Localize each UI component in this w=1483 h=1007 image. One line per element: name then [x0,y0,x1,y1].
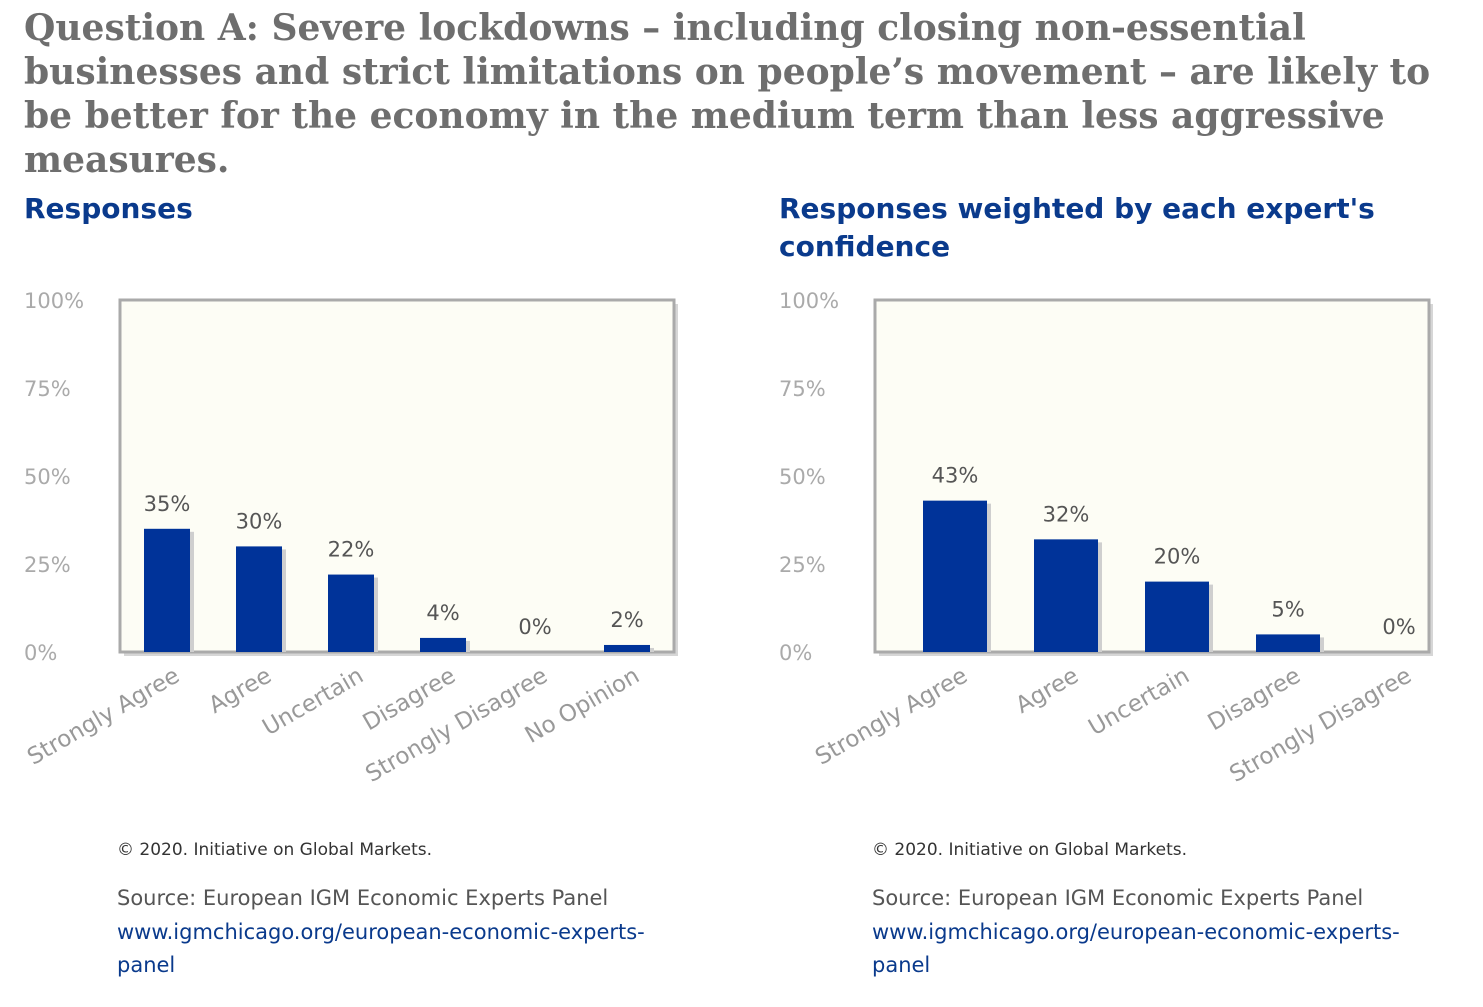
data-label: 30% [236,509,283,533]
source-text: Source: European IGM Economic Experts Pa… [117,886,609,910]
weighted-responses-bar-chart: 0% 25% 50% 75% 100% 43% Strongly Agree 32% Agree… [779,289,1433,788]
data-label: 0% [518,615,551,639]
x-tick-label: Uncertain [1084,663,1194,741]
copyright-text: © 2020. Initiative on Global Markets. [117,840,433,860]
x-tick-label: Strongly Agree [23,663,184,771]
chart-title: Responses weighted by each expert's conf… [779,192,1375,263]
source-link[interactable]: www.igmchicago.org/european-economic-exp… [872,920,1400,977]
source-text: Source: European IGM Economic Experts Pa… [872,886,1364,910]
y-tick-label: 100% [779,289,839,313]
data-label: 5% [1271,597,1304,621]
bar-agree [1034,539,1098,652]
bar-uncertain [1145,581,1209,652]
y-tick-label: 50% [24,465,71,489]
data-label: 0% [1382,615,1415,639]
y-tick-label: 25% [779,553,826,577]
y-tick-label: 0% [24,641,57,665]
question-title: Question A: Severe lockdowns – including… [24,7,1431,181]
x-tick-label: Strongly Agree [811,663,972,771]
chart-title: Responses [24,192,193,225]
data-label: 20% [1154,545,1201,569]
source-link[interactable]: www.igmchicago.org/european-economic-exp… [117,920,645,977]
x-tick-label: Strongly Disagree [1225,663,1416,788]
data-label: 22% [328,538,375,562]
chart-panel-responses: Responses 0% 25% 50% 75% 100% 35% Strongly Agr… [23,190,724,990]
data-label: 35% [144,492,191,516]
y-tick-label: 75% [24,377,71,401]
x-tick-label: Agree [204,663,276,719]
bar-no-opinion [604,644,650,652]
y-tick-label: 0% [779,641,812,665]
bar-disagree [420,637,466,652]
chart-panel-weighted: Responses weighted by each expert's conf… [779,190,1479,990]
y-tick-label: 75% [779,377,826,401]
responses-bar-chart: 0% 25% 50% 75% 100% 35% Strongly Agree 30% Agree… [23,289,678,788]
bar-uncertain [328,574,374,652]
y-tick-label: 25% [24,553,71,577]
bar-strongly-agree [923,500,987,652]
y-tick-label: 50% [779,465,826,489]
bar-strongly-agree [144,528,190,652]
y-tick-label: 100% [24,289,84,313]
plot-area [118,298,676,654]
x-tick-label: Agree [1011,663,1083,719]
data-label: 4% [426,601,459,625]
x-tick-label: Uncertain [258,663,368,741]
bar-agree [236,546,282,652]
data-label: 43% [932,464,979,488]
data-label: 2% [610,608,643,632]
x-tick-label: Disagree [1204,663,1305,737]
data-label: 32% [1043,502,1090,526]
copyright-text: © 2020. Initiative on Global Markets. [872,840,1188,860]
bar-disagree [1256,634,1320,652]
